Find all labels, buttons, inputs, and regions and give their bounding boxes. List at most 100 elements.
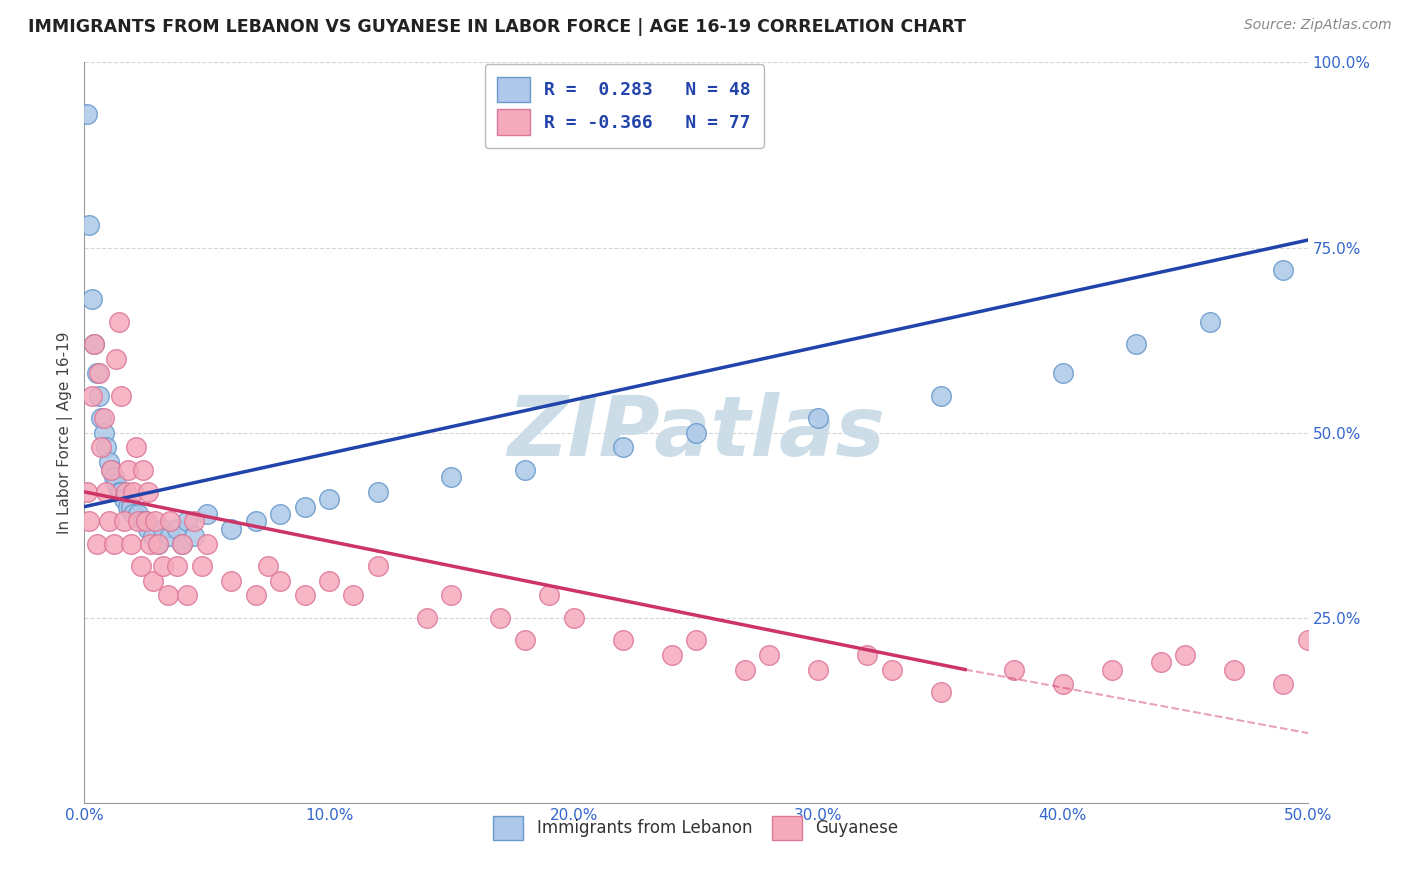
Point <box>294 500 316 514</box>
Point <box>117 500 139 514</box>
Point <box>856 648 879 662</box>
Y-axis label: In Labor Force | Age 16-19: In Labor Force | Age 16-19 <box>58 331 73 534</box>
Point <box>245 589 267 603</box>
Point <box>342 589 364 603</box>
Point <box>96 441 118 455</box>
Point <box>159 529 181 543</box>
Point <box>135 515 157 529</box>
Point <box>1150 655 1173 669</box>
Point <box>129 558 152 573</box>
Point <box>183 529 205 543</box>
Point <box>83 336 105 351</box>
Point <box>318 492 340 507</box>
Point <box>807 410 830 425</box>
Point <box>125 441 148 455</box>
Point <box>100 462 122 476</box>
Point <box>122 484 145 499</box>
Point <box>122 507 145 521</box>
Point <box>80 293 103 307</box>
Point <box>1272 677 1295 691</box>
Point <box>807 663 830 677</box>
Point <box>87 388 110 402</box>
Point <box>440 470 463 484</box>
Point <box>685 425 707 440</box>
Point <box>562 610 585 624</box>
Point <box>612 441 634 455</box>
Point <box>115 484 138 499</box>
Point <box>1198 314 1220 328</box>
Point <box>219 522 242 536</box>
Point <box>191 558 214 573</box>
Point <box>146 536 169 550</box>
Point <box>156 589 179 603</box>
Point <box>166 558 188 573</box>
Point <box>257 558 280 573</box>
Point <box>143 515 166 529</box>
Point <box>195 507 218 521</box>
Point <box>734 663 756 677</box>
Point <box>112 492 135 507</box>
Point <box>86 536 108 550</box>
Point <box>136 484 159 499</box>
Point <box>166 522 188 536</box>
Point <box>97 515 120 529</box>
Point <box>183 515 205 529</box>
Point <box>685 632 707 647</box>
Point <box>416 610 439 624</box>
Legend: Immigrants from Lebanon, Guyanese: Immigrants from Lebanon, Guyanese <box>486 809 905 847</box>
Point <box>1125 336 1147 351</box>
Point <box>86 367 108 381</box>
Point <box>112 515 135 529</box>
Point <box>318 574 340 588</box>
Point <box>219 574 242 588</box>
Point <box>77 515 100 529</box>
Point <box>77 219 100 233</box>
Point <box>880 663 903 677</box>
Point <box>1174 648 1197 662</box>
Point <box>96 484 118 499</box>
Point <box>929 685 952 699</box>
Point <box>367 484 389 499</box>
Point <box>103 470 125 484</box>
Point <box>107 484 129 499</box>
Point <box>159 515 181 529</box>
Point <box>76 484 98 499</box>
Point <box>132 515 155 529</box>
Point <box>83 336 105 351</box>
Point <box>195 536 218 550</box>
Point <box>107 314 129 328</box>
Point <box>110 484 132 499</box>
Point <box>117 462 139 476</box>
Point <box>142 574 165 588</box>
Point <box>93 410 115 425</box>
Point <box>269 507 291 521</box>
Point <box>136 522 159 536</box>
Point <box>538 589 561 603</box>
Point <box>152 522 174 536</box>
Point <box>87 367 110 381</box>
Point <box>135 515 157 529</box>
Point <box>127 515 149 529</box>
Point <box>513 462 536 476</box>
Point <box>120 500 142 514</box>
Point <box>97 455 120 469</box>
Text: Source: ZipAtlas.com: Source: ZipAtlas.com <box>1244 18 1392 32</box>
Point <box>929 388 952 402</box>
Point <box>105 477 128 491</box>
Point <box>1272 262 1295 277</box>
Point <box>294 589 316 603</box>
Point <box>139 536 162 550</box>
Point <box>1052 677 1074 691</box>
Point <box>172 536 194 550</box>
Point <box>176 515 198 529</box>
Point <box>758 648 780 662</box>
Point <box>90 410 112 425</box>
Point <box>489 610 512 624</box>
Point <box>367 558 389 573</box>
Point <box>76 107 98 121</box>
Point <box>146 536 169 550</box>
Point <box>142 529 165 543</box>
Point <box>103 536 125 550</box>
Point <box>1101 663 1123 677</box>
Point <box>1296 632 1319 647</box>
